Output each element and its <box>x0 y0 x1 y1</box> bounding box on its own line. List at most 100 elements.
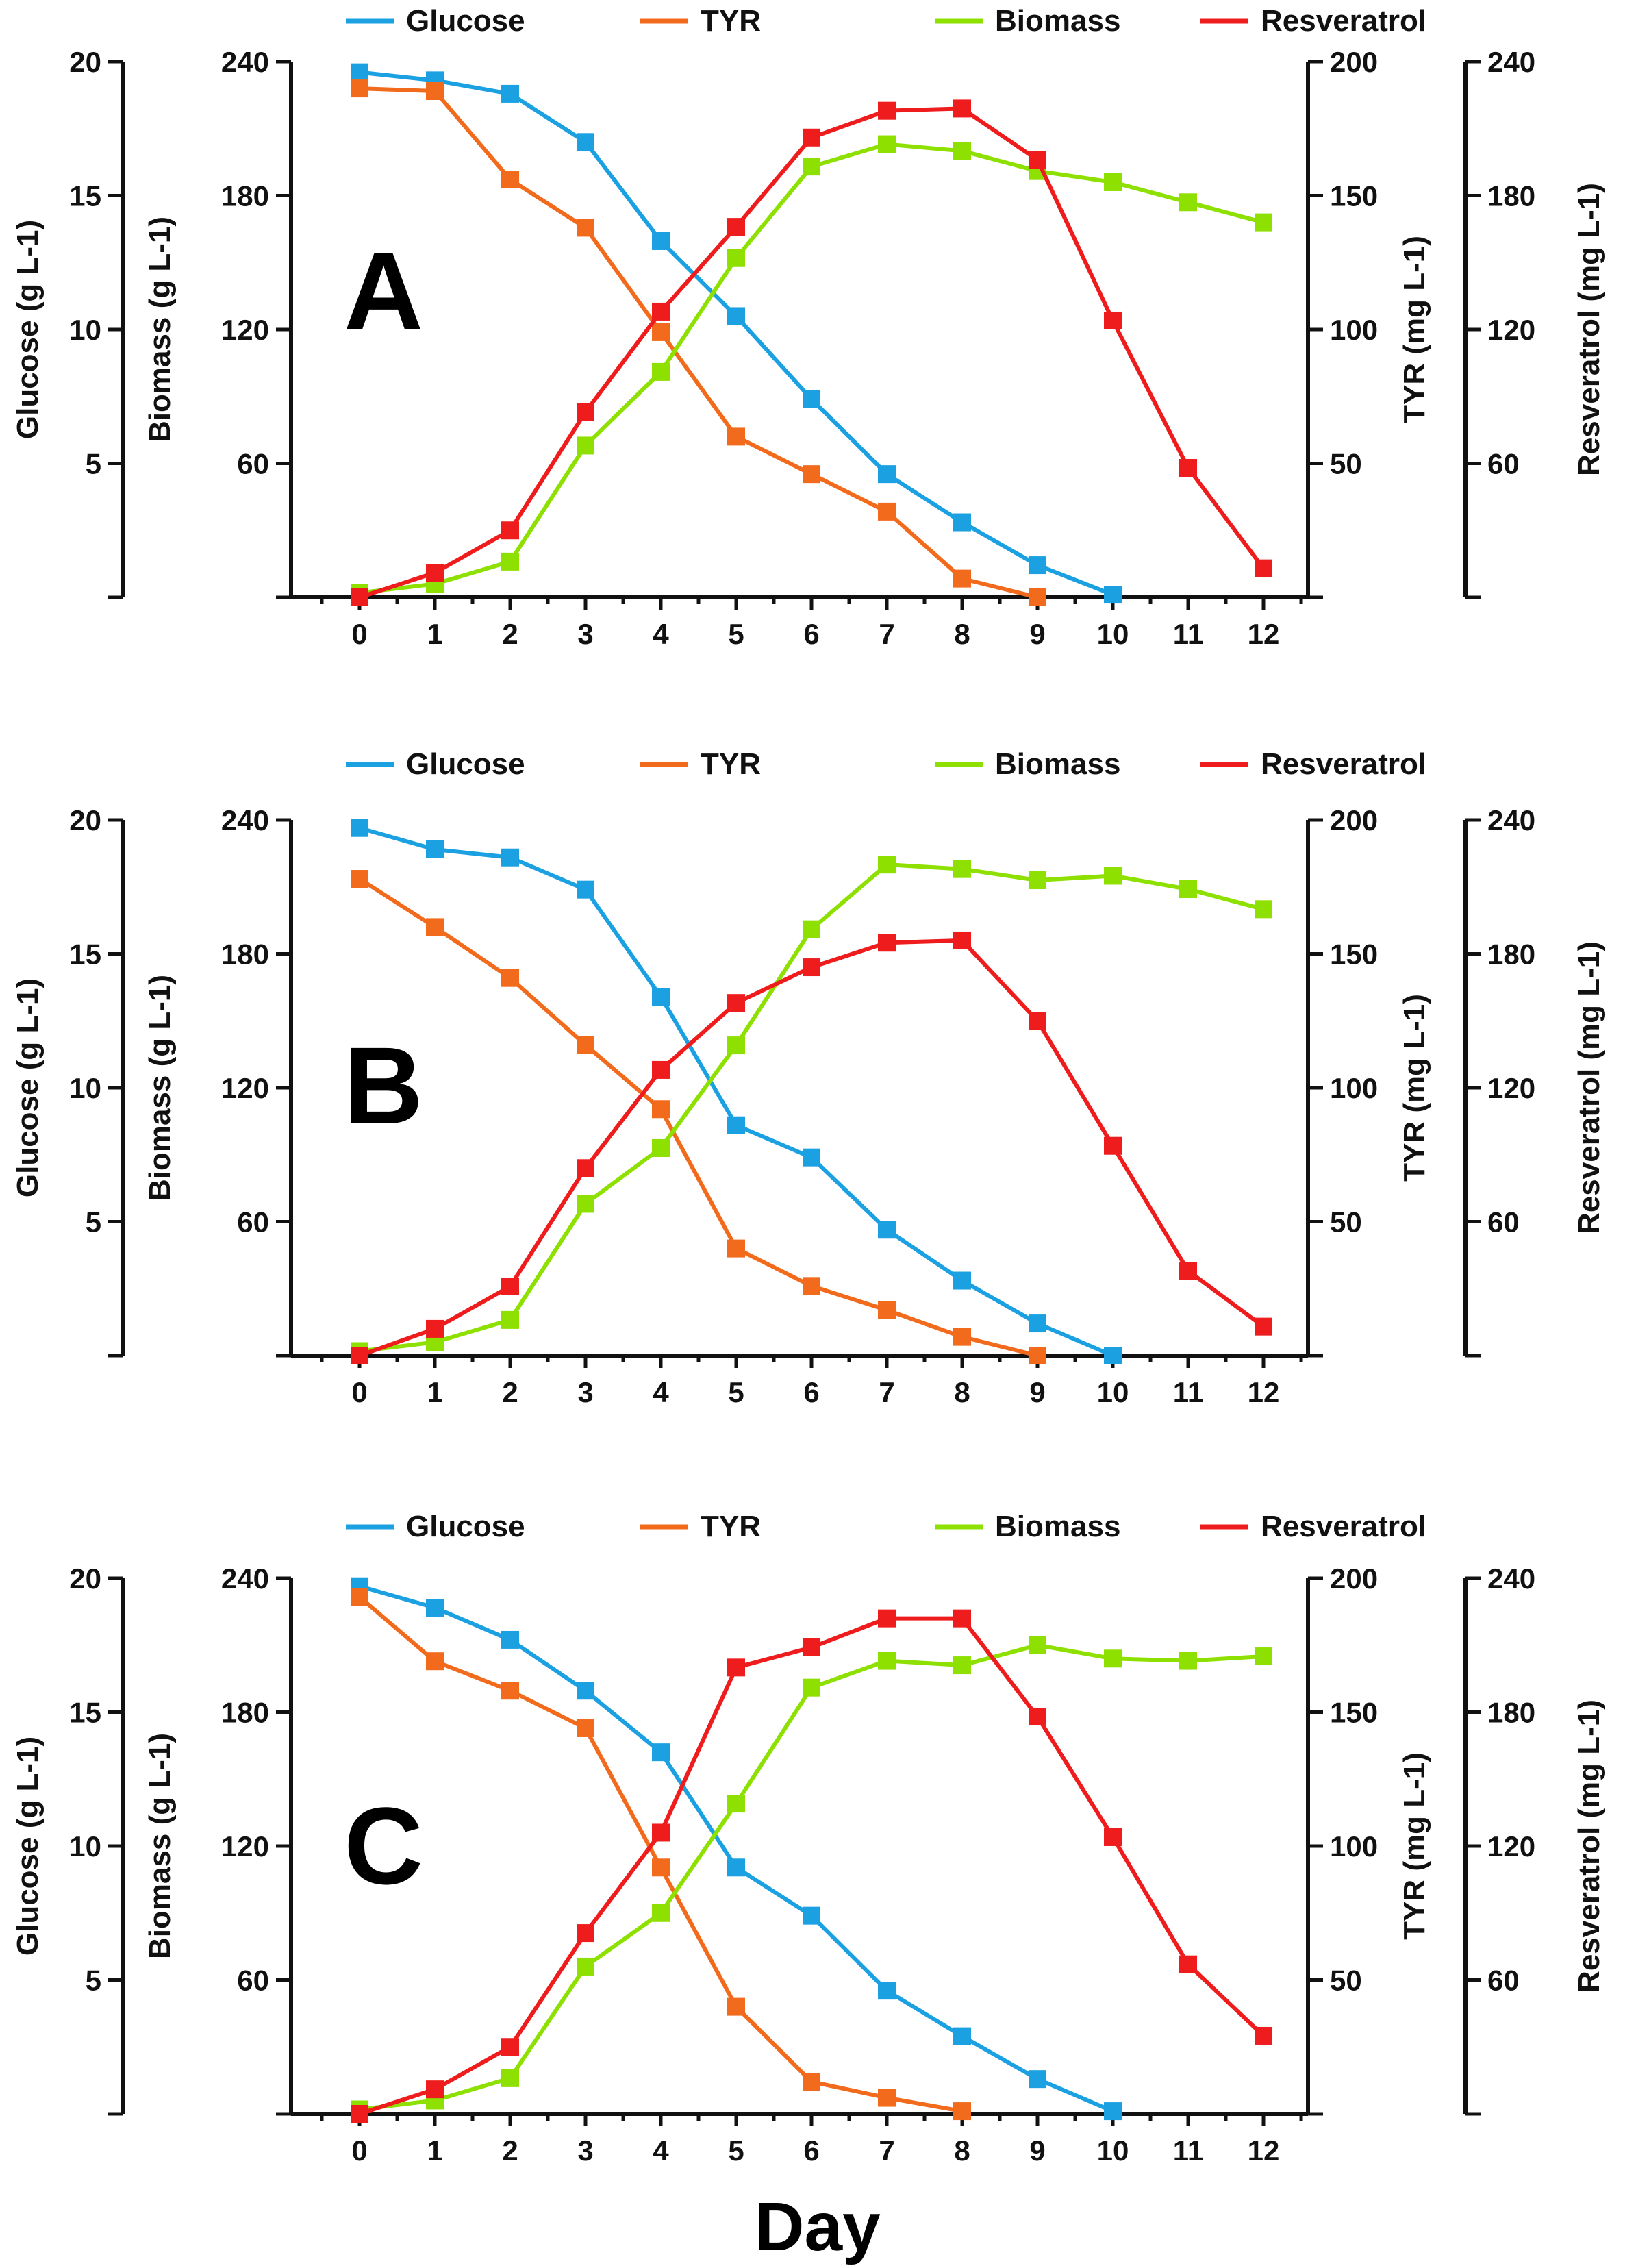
resveratrol-axis-label: Resveratrol (mg L-1) <box>1572 183 1606 476</box>
data-point-glucose <box>652 988 670 1006</box>
glucose-tick-label: 15 <box>69 938 101 971</box>
data-point-biomass <box>803 920 820 938</box>
data-point-glucose <box>652 1743 670 1762</box>
x-tick-label: 10 <box>1097 618 1129 650</box>
data-point-resveratrol <box>1029 1708 1046 1726</box>
data-point-biomass <box>652 1138 670 1157</box>
biomass-tick-label: 180 <box>221 1697 269 1729</box>
x-tick-label: 4 <box>653 2134 669 2167</box>
data-point-tyr <box>426 82 444 101</box>
data-point-glucose <box>1104 2102 1122 2121</box>
tyr-tick-label: 150 <box>1330 938 1378 971</box>
x-tick-label: 4 <box>653 1376 669 1408</box>
data-point-tyr <box>803 1277 820 1295</box>
data-point-resveratrol <box>577 1159 594 1177</box>
data-point-biomass <box>1255 900 1272 919</box>
x-tick-label: 8 <box>954 2134 970 2167</box>
x-tick-label: 5 <box>728 1376 744 1408</box>
data-point-tyr <box>577 1719 594 1737</box>
x-tick-label: 3 <box>577 2134 593 2167</box>
data-point-resveratrol <box>803 1638 820 1657</box>
resveratrol-tick-label: 240 <box>1487 1562 1535 1595</box>
x-tick-label: 11 <box>1173 1376 1203 1408</box>
data-point-tyr <box>501 1682 519 1700</box>
resveratrol-tick-label: 120 <box>1487 1830 1535 1862</box>
glucose-tick-label: 15 <box>69 180 101 212</box>
data-point-resveratrol <box>1255 1317 1272 1336</box>
x-tick-label: 12 <box>1248 1376 1280 1408</box>
data-point-glucose <box>577 1682 594 1700</box>
data-point-glucose <box>1104 586 1122 604</box>
x-axis-label: Day <box>755 2189 881 2265</box>
resveratrol-tick-label: 240 <box>1487 804 1535 836</box>
data-point-resveratrol <box>652 1823 670 1842</box>
panel-letter: A <box>344 229 423 352</box>
data-point-biomass <box>1104 867 1122 885</box>
x-tick-label: 11 <box>1173 2134 1203 2167</box>
resveratrol-tick-label: 240 <box>1487 46 1535 78</box>
resveratrol-tick-label: 120 <box>1487 1072 1535 1104</box>
tyr-tick-label: 100 <box>1330 1830 1378 1862</box>
data-point-tyr <box>878 1301 896 1319</box>
data-point-tyr <box>652 1858 670 1877</box>
data-point-resveratrol <box>426 2080 444 2099</box>
data-point-biomass <box>727 1795 745 1813</box>
biomass-tick-label: 60 <box>237 1965 269 1997</box>
data-point-tyr <box>577 219 594 237</box>
data-point-tyr <box>426 1652 444 1671</box>
series-line-biomass <box>359 1643 1264 2112</box>
data-point-resveratrol <box>1179 1955 1197 1973</box>
x-tick-label: 8 <box>954 618 970 650</box>
legend-label-tyr: TYR <box>701 747 761 781</box>
x-tick-label: 7 <box>879 1376 894 1408</box>
glucose-tick-label: 10 <box>69 1830 101 1862</box>
data-point-glucose <box>727 1116 745 1134</box>
data-point-resveratrol <box>803 128 820 147</box>
data-point-biomass <box>953 860 971 878</box>
data-point-glucose <box>953 2027 971 2045</box>
x-tick-label: 1 <box>427 2134 442 2167</box>
data-point-biomass <box>727 1036 745 1055</box>
glucose-tick-label: 5 <box>86 448 101 480</box>
data-point-resveratrol <box>577 403 594 421</box>
biomass-tick-label: 240 <box>221 1562 269 1595</box>
legend-label-glucose: Glucose <box>406 1510 525 1543</box>
data-point-resveratrol <box>878 101 896 120</box>
x-tick-label: 2 <box>502 618 518 650</box>
data-point-tyr <box>351 870 368 888</box>
biomass-tick-label: 120 <box>221 1072 269 1104</box>
data-point-biomass <box>878 1652 896 1670</box>
data-point-resveratrol <box>501 2038 519 2056</box>
x-tick-label: 0 <box>351 1376 367 1408</box>
data-point-glucose <box>577 880 594 899</box>
data-point-tyr <box>727 1997 745 2016</box>
x-tick-label: 9 <box>1029 2134 1045 2167</box>
biomass-tick-label: 60 <box>237 1206 269 1238</box>
data-point-biomass <box>1029 1636 1046 1654</box>
series-line-tyr <box>358 877 1038 1358</box>
data-point-biomass <box>953 142 971 160</box>
x-tick-label: 2 <box>502 1376 518 1408</box>
resveratrol-tick-label: 60 <box>1487 448 1520 480</box>
data-point-resveratrol <box>953 99 971 118</box>
biomass-tick-label: 180 <box>221 938 269 971</box>
data-point-biomass <box>501 552 519 571</box>
data-point-tyr <box>577 1036 594 1054</box>
x-tick-label: 3 <box>577 1376 593 1408</box>
data-point-biomass <box>1029 871 1046 889</box>
resveratrol-tick-label: 60 <box>1487 1965 1520 1997</box>
biomass-tick-label: 240 <box>221 46 269 78</box>
x-tick-label: 0 <box>351 2134 367 2167</box>
glucose-tick-label: 5 <box>86 1965 101 1997</box>
data-point-resveratrol <box>577 1924 594 1943</box>
data-point-tyr <box>878 502 896 521</box>
data-point-biomass <box>878 856 896 874</box>
data-point-resveratrol <box>878 1609 896 1628</box>
data-point-glucose <box>803 390 820 408</box>
data-point-biomass <box>953 1656 971 1675</box>
tyr-tick-label: 100 <box>1330 314 1378 346</box>
data-point-tyr <box>652 1100 670 1119</box>
